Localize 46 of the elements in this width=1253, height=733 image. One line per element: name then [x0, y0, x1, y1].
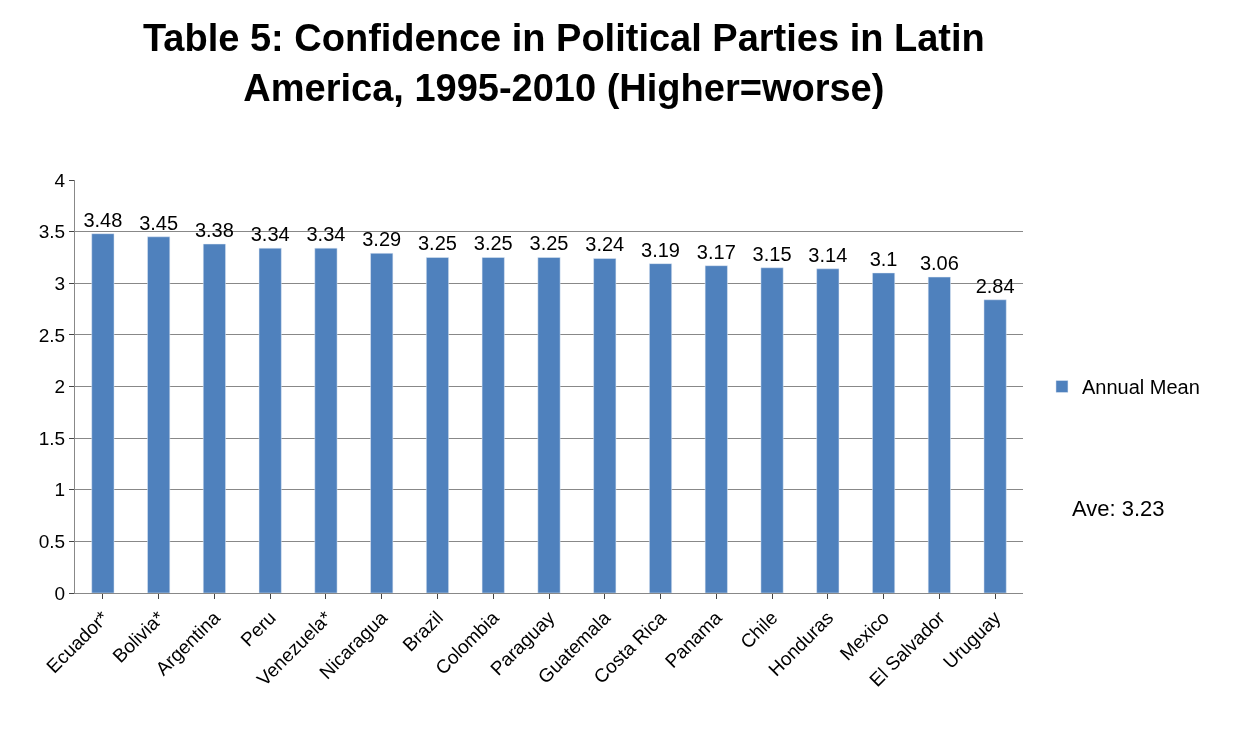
data-label: 3.34: [250, 223, 290, 246]
data-label: 3.29: [362, 228, 402, 251]
y-tick-label: 3: [54, 272, 66, 294]
data-label: 3.45: [139, 211, 179, 234]
bar: [481, 257, 505, 593]
bar: [203, 243, 226, 593]
bar: [816, 268, 840, 593]
bar: [314, 247, 338, 593]
bar: [426, 257, 449, 593]
y-tick-label: 2.5: [38, 324, 66, 346]
data-label: 3.25: [529, 232, 569, 255]
data-label: 3.17: [696, 240, 736, 263]
bar: [983, 299, 1007, 593]
y-tick-label: 0.5: [38, 531, 66, 553]
data-label: 3.25: [473, 232, 513, 255]
y-tick-label: 1: [54, 479, 66, 501]
bar: [872, 272, 895, 593]
data-label: 3.24: [585, 233, 625, 256]
bar: [760, 267, 784, 593]
data-label: 3.38: [194, 219, 234, 242]
data-label: 3.48: [83, 208, 123, 231]
bar: [927, 276, 951, 593]
bar: [704, 265, 728, 593]
data-label: 3.06: [919, 252, 959, 275]
data-label: 3.14: [808, 243, 848, 266]
bar: [370, 253, 394, 593]
bar: [91, 233, 115, 593]
text: Ave: 3.23: [1072, 496, 1165, 521]
y-tick-label: 4: [54, 169, 66, 191]
bar: [537, 257, 561, 593]
data-label: 3.19: [641, 238, 680, 261]
data-label: 3.15: [752, 242, 792, 265]
data-label: 3.25: [418, 232, 457, 255]
y-tick-label: 0: [54, 582, 66, 604]
data-label: 2.84: [975, 274, 1015, 297]
data-label: 3.1: [869, 247, 898, 270]
bar: [147, 236, 171, 593]
bar: [593, 258, 617, 593]
y-tick-label: 3.5: [38, 221, 66, 243]
legend-label: Annual Mean: [1081, 376, 1200, 399]
y-tick-label: 2: [54, 376, 66, 398]
data-label: 3.34: [306, 223, 346, 246]
bar: [258, 247, 282, 593]
chart-title: Table 5: Confidence in Political Parties in Latin America, 1995-2010 (Higher=worse): [142, 17, 985, 109]
bar: [649, 263, 672, 593]
y-tick-label: 1.5: [38, 427, 66, 449]
